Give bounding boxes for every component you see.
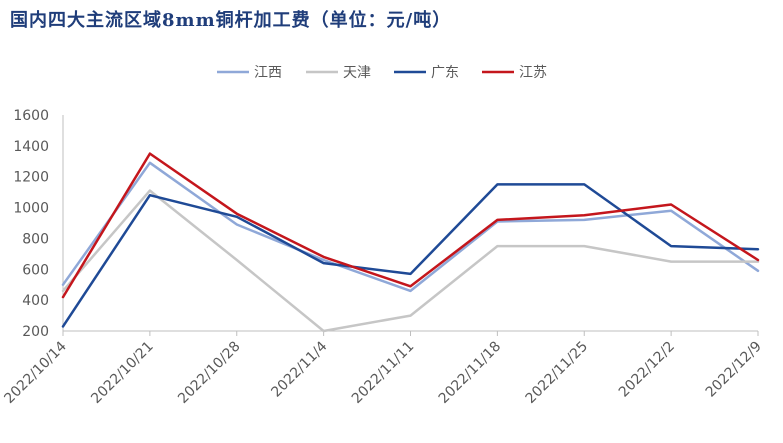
legend-label-3: 江苏 xyxy=(519,65,547,81)
x-tick-label: 2022/10/14 xyxy=(1,338,69,406)
x-tick-label: 2022/11/18 xyxy=(436,339,504,407)
legend-label-2: 广东 xyxy=(431,65,459,81)
y-tick-label: 1200 xyxy=(13,170,49,186)
x-tick-label: 2022/12/9 xyxy=(703,339,765,401)
x-tick-label: 2022/11/4 xyxy=(268,338,330,400)
chart-title: 国内四大主流区域8mm铜杆加工费（单位：元/吨） xyxy=(10,10,452,31)
x-tick-label: 2022/10/28 xyxy=(175,339,243,407)
y-tick-label: 1400 xyxy=(13,139,49,155)
series-line-0 xyxy=(61,161,760,293)
series-line-3 xyxy=(61,152,760,299)
y-tick-label: 200 xyxy=(22,324,49,340)
x-tick-label: 2022/11/11 xyxy=(349,339,417,407)
x-tick-label: 2022/12/2 xyxy=(616,339,678,401)
series-line-1 xyxy=(61,189,760,333)
legend-label-0: 江西 xyxy=(254,65,282,81)
x-tick-label: 2022/10/21 xyxy=(88,339,156,407)
series-line-2 xyxy=(61,183,760,328)
series-lines xyxy=(61,152,760,333)
y-tick-label: 400 xyxy=(22,293,49,309)
legend: 江西 天津 广东 江苏 xyxy=(217,65,547,81)
y-tick-label: 600 xyxy=(22,262,49,278)
x-tick-label: 2022/11/25 xyxy=(523,339,591,407)
y-tick-label: 1600 xyxy=(13,108,49,124)
y-tick-label: 1000 xyxy=(13,201,49,217)
y-tick-label: 800 xyxy=(22,231,49,247)
legend-label-1: 天津 xyxy=(343,65,371,81)
